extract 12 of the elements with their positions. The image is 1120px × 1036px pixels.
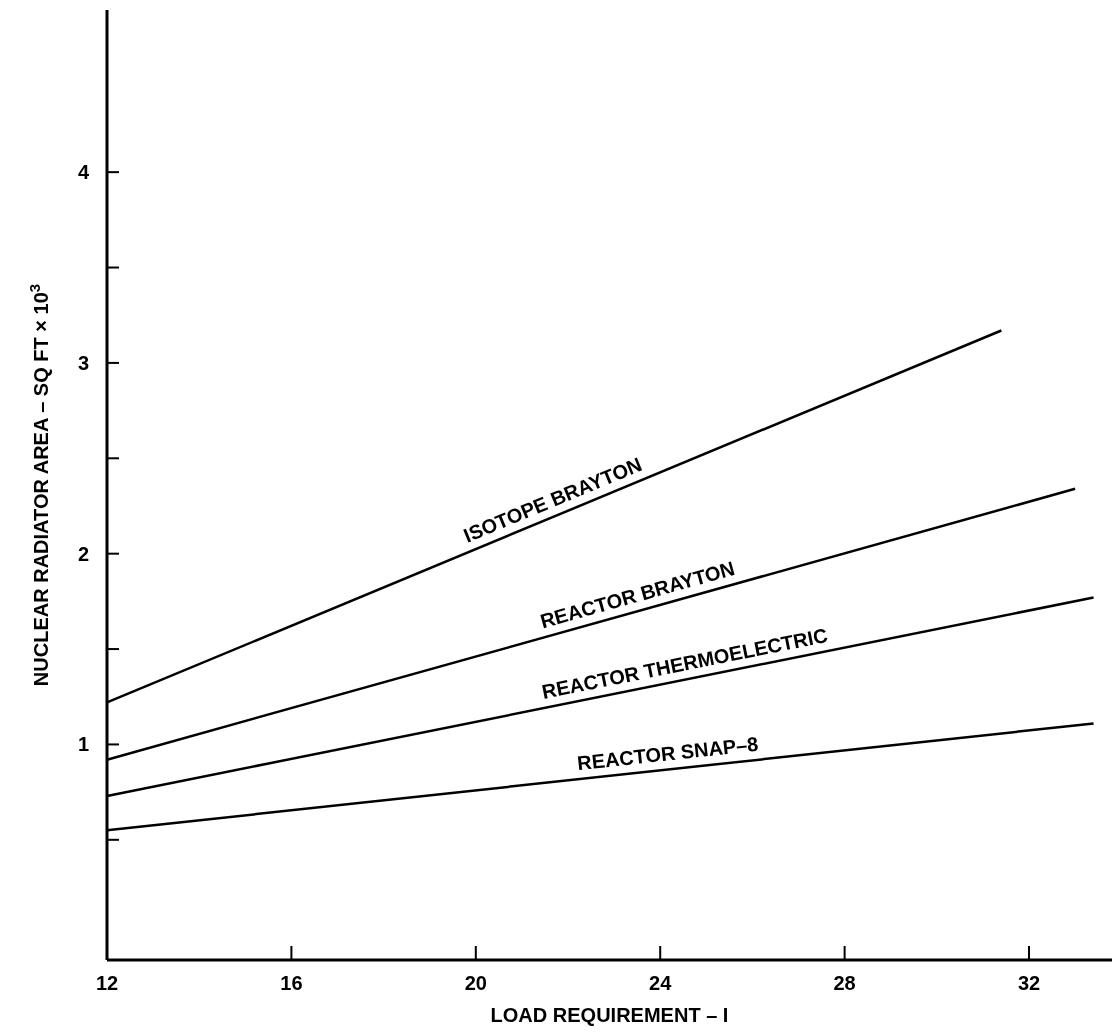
text: REACTOR SNAP–8 bbox=[576, 732, 760, 775]
x-tick-label: 12 bbox=[95, 972, 119, 994]
y-tick-label: 3 bbox=[77, 351, 89, 374]
x-tick-label: 16 bbox=[280, 972, 303, 994]
y-tick-label: 1 bbox=[77, 733, 89, 756]
x-tick-label: 20 bbox=[464, 972, 487, 994]
y-tick-label: 2 bbox=[77, 542, 89, 565]
x-tick-label: 28 bbox=[833, 972, 856, 994]
x-tick-label: 24 bbox=[649, 972, 673, 994]
x-tick-label: 32 bbox=[1017, 972, 1041, 994]
y-tick-label: 4 bbox=[77, 161, 90, 184]
x-axis-title: LOAD REQUIREMENT – I bbox=[490, 1004, 729, 1026]
